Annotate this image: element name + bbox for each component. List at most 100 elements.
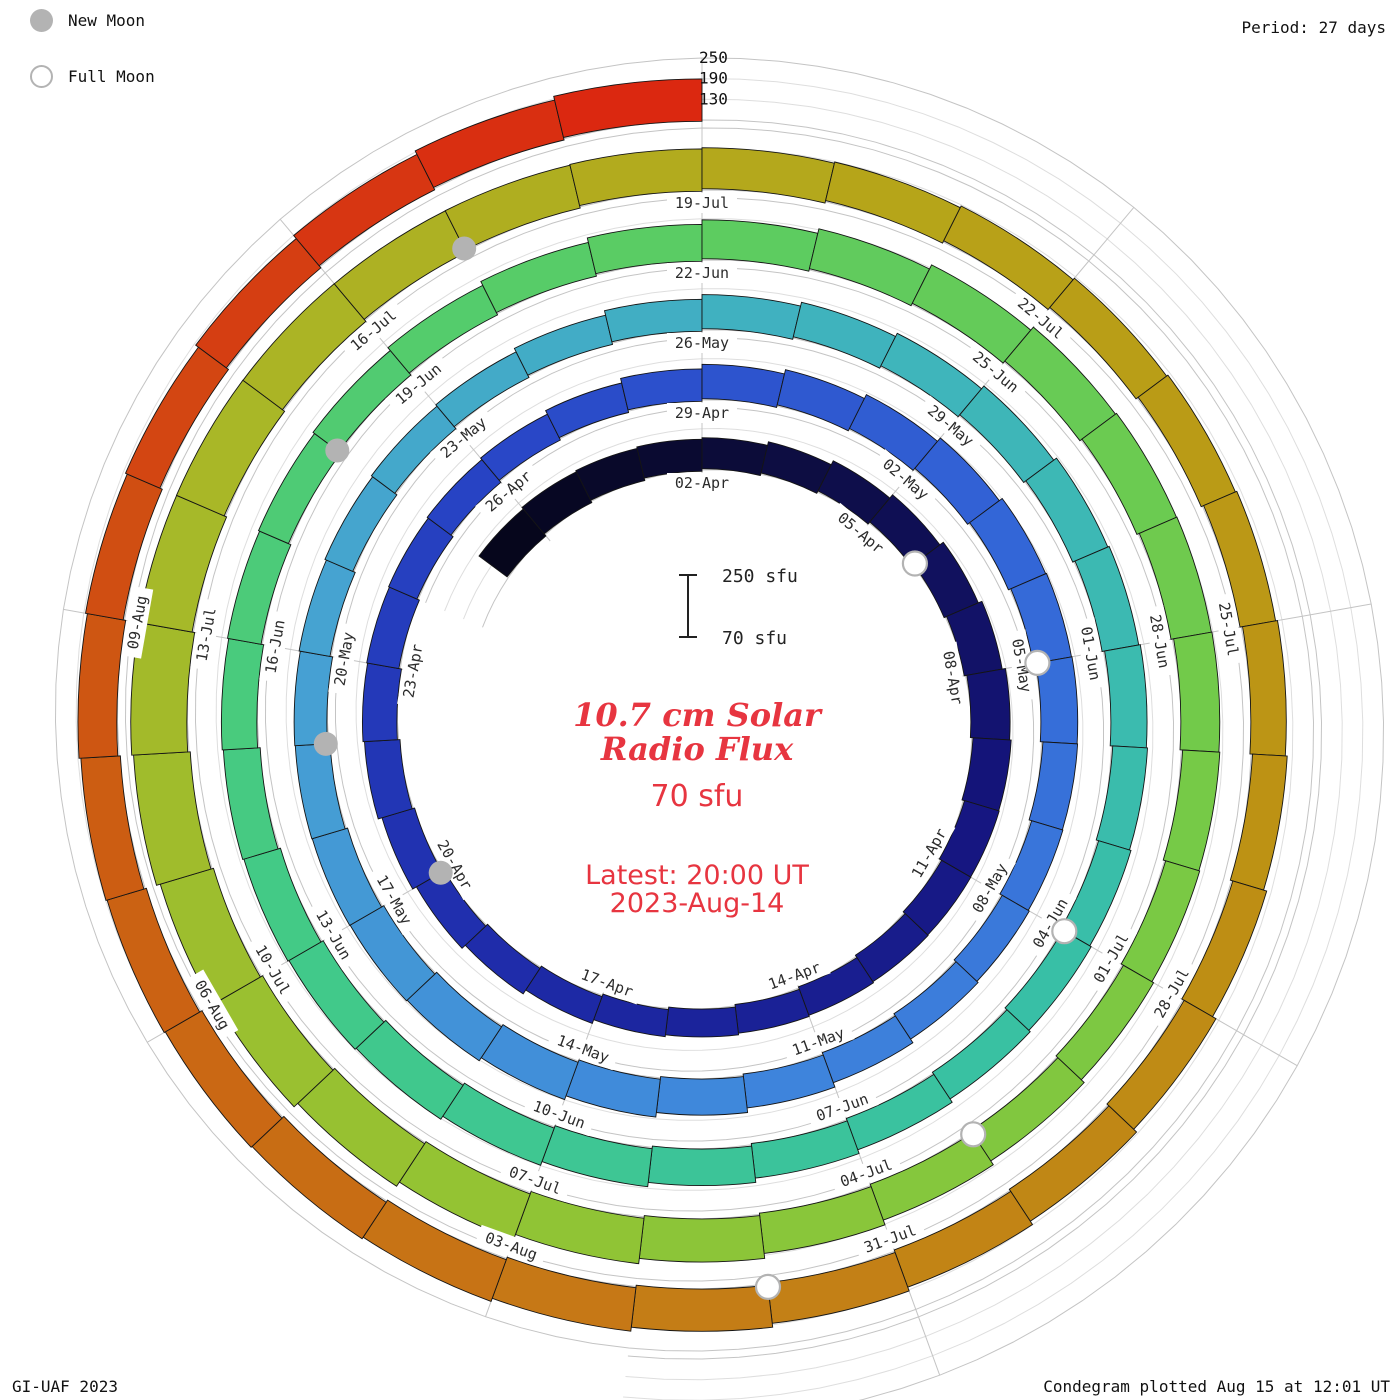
date-label: 26-May [667,333,737,353]
flux-bar [636,438,703,479]
date-label-bg [853,1217,927,1261]
flux-bar [966,667,1011,741]
full-moon-marker [754,1273,782,1301]
date-label-bg [805,1086,879,1129]
flux-bar [630,1284,774,1332]
date-label-bg [917,395,984,456]
flux-bar [1028,741,1079,831]
radial-axis-label: 130 [699,89,728,108]
date-label-bg [963,852,1016,924]
date-label-bg [936,641,969,715]
date-label-bg [328,622,361,696]
flux-bars [77,78,1288,1332]
full-moon-marker [960,1121,987,1148]
date-label-bg [1024,887,1077,959]
flux-bar [893,961,979,1040]
new-moon-marker [428,860,453,885]
date-label: 19-Jul [667,193,737,213]
flux-bar [792,301,897,369]
legend-new-moon-label: New Moon [68,11,146,30]
flux-bar [480,241,597,314]
radial-axis-label: 250 [699,48,728,67]
date-label-bg [1007,288,1074,349]
scale-top-label: 250 sfu [722,566,798,587]
flux-bar [742,1054,836,1109]
date-label-text: 19-Jul [675,194,729,212]
full-moon-icon [30,65,53,88]
date-label-bg [667,333,737,353]
flux-bar [220,637,265,751]
chart-title-line2: Radio Flux [600,730,794,768]
date-label-bg [428,829,481,901]
date-label-bg [498,1159,572,1202]
new-moon-marker [313,731,338,756]
date-label-bg [667,403,737,423]
flux-bar [655,1076,749,1116]
flux-bar [664,1006,740,1038]
date-label-bg [340,300,407,361]
date-label-bg [397,634,429,708]
latest-date-label: 2023-Aug-14 [610,888,785,919]
date-label-bg [246,934,299,1006]
date-label-bg [1145,957,1198,1029]
date-label: 22-Jun [667,263,737,283]
date-label-bg [367,864,421,936]
latest-time-label: Latest: 20:00 UT [585,860,809,891]
credit-label: GI-UAF 2023 [12,1377,118,1396]
date-label-bg [667,193,737,213]
date-label-bg [474,1224,548,1268]
legend-item-new-moon: New Moon [30,9,145,32]
flux-bar [1104,644,1148,749]
scale-bottom-label: 70 sfu [722,628,787,649]
flux-bar [513,314,614,376]
date-label: 02-Apr [667,473,737,493]
flux-bar [388,517,454,600]
date-label-bg [1084,922,1138,994]
flux-bar [544,382,630,439]
flux-bar [362,662,403,743]
date-label-bg [522,1093,596,1137]
date-label-bg [546,1027,620,1071]
full-moon-marker [901,550,929,577]
flux-bar [825,161,961,244]
date-label-bg [185,969,239,1041]
legend-full-moon-label: Full Moon [68,67,155,86]
date-label-bg [430,407,497,468]
date-label-bg [570,961,644,1005]
flux-bar [1173,631,1221,753]
grid-radial-tick [1088,207,1135,262]
legend-item-full-moon: Full Moon [30,65,155,88]
date-label-bg [827,502,894,564]
flux-bar [701,294,802,340]
date-label-bg [903,817,956,889]
date-label-bg [829,1151,903,1195]
date-label-bg [667,263,737,283]
flux-bar [553,78,703,139]
date-label-bg [307,899,360,971]
date-label-text: 26-May [675,334,729,352]
flux-scale: 250 sfu 70 sfu [679,566,798,649]
flux-bar [1229,753,1288,891]
date-label-bg [872,449,939,510]
date-label-text: 29-Apr [675,404,729,422]
date-label-bg [1005,629,1038,702]
date-label-bg [781,1020,855,1063]
grid-radial-tick [1236,1030,1298,1067]
date-label-bg [259,610,292,683]
date-label-bg [475,461,542,522]
date-label-bg [121,586,154,659]
flux-bar [750,1120,860,1179]
flux-bar [364,739,413,820]
flux-bar [491,1256,637,1332]
flux-bar [961,737,1012,812]
new-moon-marker [325,438,350,463]
date-label-bg [1143,605,1176,678]
plotted-timestamp: Condegram plotted Aug 15 at 12:01 UT [1043,1377,1390,1396]
flux-bar [701,363,786,408]
flux-bar [647,1145,757,1186]
date-label-bg [190,598,223,671]
date-label-bg [1212,592,1245,666]
flux-bar [222,747,279,861]
